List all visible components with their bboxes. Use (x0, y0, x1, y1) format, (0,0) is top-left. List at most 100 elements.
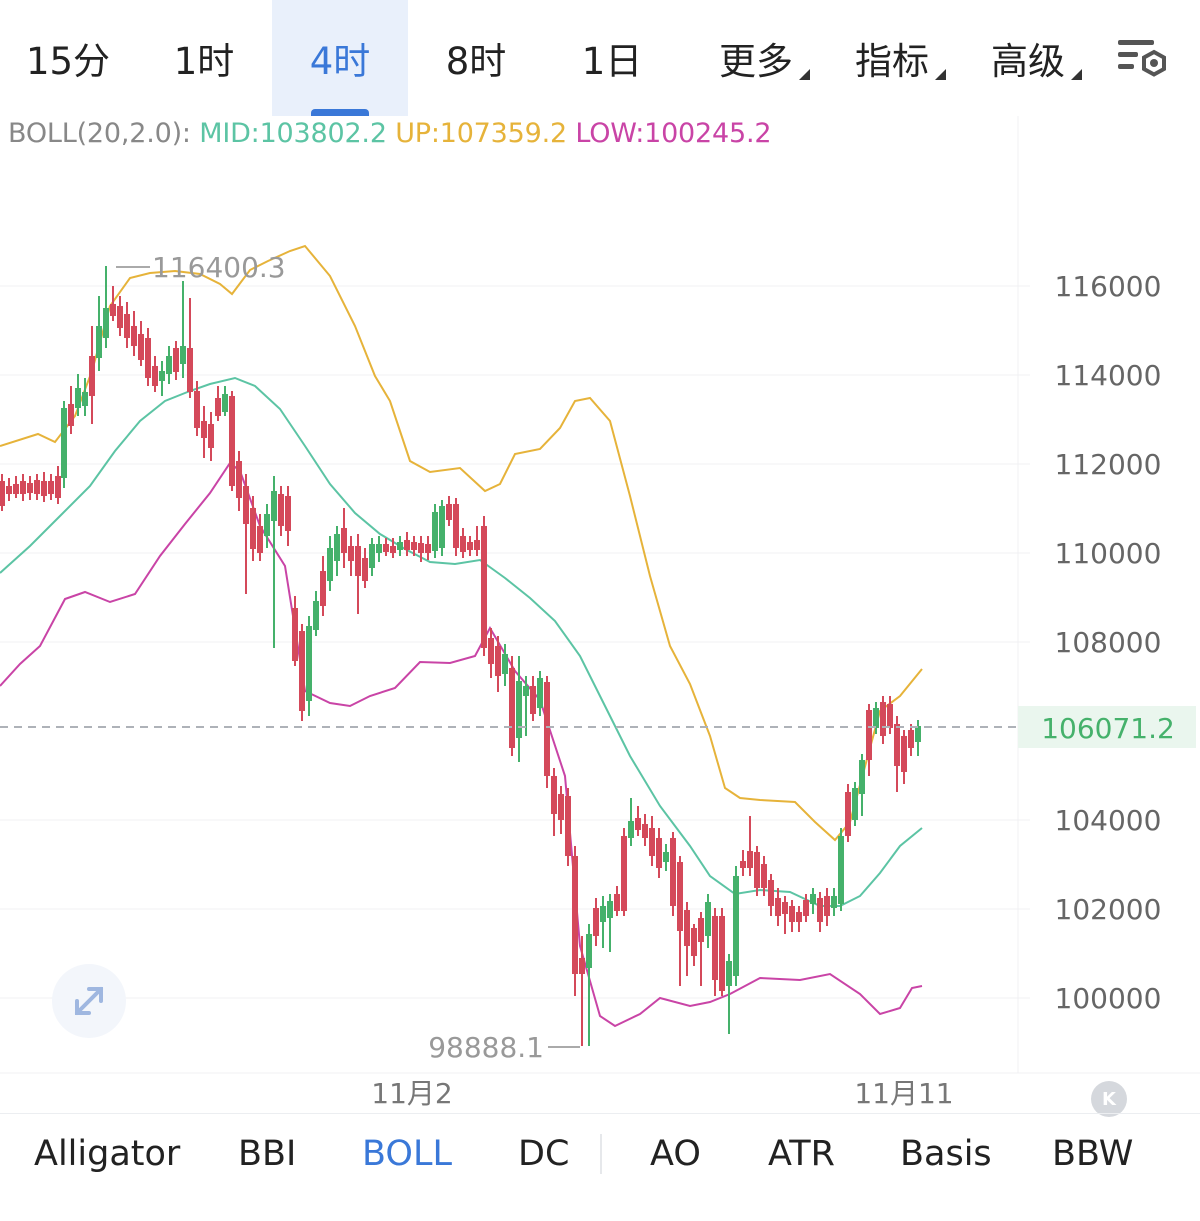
candle-body (131, 326, 137, 346)
fullscreen-button[interactable] (52, 964, 126, 1038)
candlestick-chart[interactable]: 106071.2 116000 114000 112000 110000 108… (0, 116, 1200, 1112)
candle-body (68, 404, 74, 426)
candle-body (236, 461, 242, 498)
candle-body (824, 896, 830, 916)
candle-body (460, 536, 466, 552)
dropdown-caret-icon (1071, 69, 1082, 80)
candle-body (208, 424, 214, 448)
tab-label: 1日 (581, 40, 643, 83)
price-axis-label: 116000 (1055, 270, 1162, 303)
candle-body (544, 682, 550, 776)
candle-body (656, 838, 662, 868)
candle-body (796, 912, 802, 922)
candle-body (376, 544, 382, 553)
candle-body (0, 481, 5, 506)
candle-body (313, 601, 319, 630)
candle-body (425, 544, 431, 553)
candle-body (600, 906, 606, 922)
tab-boll[interactable]: BOLL (362, 1134, 452, 1174)
candle-body (467, 542, 473, 550)
candle-body (187, 348, 193, 392)
candle-body (180, 346, 186, 364)
candle-body (845, 792, 851, 836)
tab-advanced[interactable]: 高级 (972, 0, 1084, 116)
candle-body (432, 512, 438, 551)
price-axis-label: 114000 (1055, 359, 1162, 392)
tab-bbw[interactable]: BBW (1052, 1134, 1134, 1174)
candle-body (901, 736, 907, 772)
low-marker-label: 98888.1 (428, 1031, 544, 1064)
date-label: 11月2 (371, 1077, 452, 1110)
dropdown-caret-icon (935, 69, 946, 80)
tab-8h[interactable]: 8时 (408, 0, 544, 116)
candle-body (299, 631, 305, 711)
scroll-to-latest-icon: K (1102, 1088, 1116, 1110)
tab-indicators[interactable]: 指标 (836, 0, 948, 116)
tab-1h[interactable]: 1时 (136, 0, 272, 116)
candle-body (586, 934, 592, 968)
candle-body (61, 408, 67, 478)
candle-body (453, 504, 459, 548)
tab-1d[interactable]: 1日 (544, 0, 680, 116)
candle-body (292, 608, 298, 661)
chart-settings-button[interactable] (1116, 36, 1172, 82)
candle-body (355, 546, 361, 576)
candle-body (887, 704, 893, 728)
tab-15m[interactable]: 15分 (0, 0, 136, 116)
timeframe-bar: 15分 1时 4时 8时 1日 更多 指标 高级 (0, 0, 1200, 116)
price-axis: 116000 114000 112000 110000 108000 10400… (1055, 270, 1162, 1015)
candle-body (201, 421, 207, 438)
candle-body (369, 544, 375, 568)
candle-body (803, 900, 809, 916)
candle-body (446, 504, 452, 520)
boll-legend: BOLL(20,2.0): MID:103802.2 UP:107359.2 L… (8, 118, 772, 149)
candle-body (89, 356, 95, 396)
candle-body (404, 540, 410, 550)
candle-body (110, 304, 116, 316)
chart-settings-icon (1118, 40, 1166, 77)
tab-basis[interactable]: Basis (900, 1134, 992, 1174)
price-axis-label: 110000 (1055, 537, 1162, 570)
tab-alligator[interactable]: Alligator (34, 1134, 181, 1174)
candle-body (75, 388, 81, 408)
candle-body (761, 864, 767, 888)
candle-body (551, 776, 557, 814)
candle-body (502, 654, 508, 674)
candle-body (908, 730, 914, 748)
candle-body (537, 678, 543, 708)
candle-body (873, 708, 879, 728)
tab-label: 更多 (719, 40, 793, 83)
candle-body (831, 896, 837, 908)
grid (0, 116, 1200, 1074)
candle-body (20, 481, 26, 494)
price-axis-label: 108000 (1055, 626, 1162, 659)
candle-body (740, 861, 746, 868)
candle-body (488, 638, 494, 664)
candle-body (411, 542, 417, 550)
current-price-badge (1018, 706, 1196, 748)
chart-canvas[interactable]: 106071.2 116000 114000 112000 110000 108… (0, 116, 1200, 1112)
tab-label: 高级 (991, 40, 1065, 83)
candle-body (495, 646, 501, 676)
boll-upper-line (0, 244, 923, 842)
tab-ao[interactable]: AO (650, 1134, 701, 1174)
tab-more[interactable]: 更多 (700, 0, 812, 116)
candle-body (768, 880, 774, 906)
scroll-to-latest-button[interactable]: K (1091, 1081, 1127, 1117)
tab-bbi[interactable]: BBI (238, 1134, 297, 1174)
candle-body (698, 918, 704, 942)
tab-atr[interactable]: ATR (768, 1134, 835, 1174)
price-axis-label: 102000 (1055, 893, 1162, 926)
tab-dc[interactable]: DC (518, 1134, 570, 1174)
candle-body (642, 824, 648, 838)
candle-body (278, 494, 284, 526)
candle-body (152, 366, 158, 386)
candle-body (334, 534, 340, 561)
candle-body (41, 481, 47, 496)
candle-body (719, 916, 725, 991)
price-axis-label: 104000 (1055, 804, 1162, 837)
tab-4h[interactable]: 4时 (272, 0, 408, 116)
candle-body (621, 836, 627, 911)
candle-body (516, 681, 522, 738)
candle-body (747, 851, 753, 868)
